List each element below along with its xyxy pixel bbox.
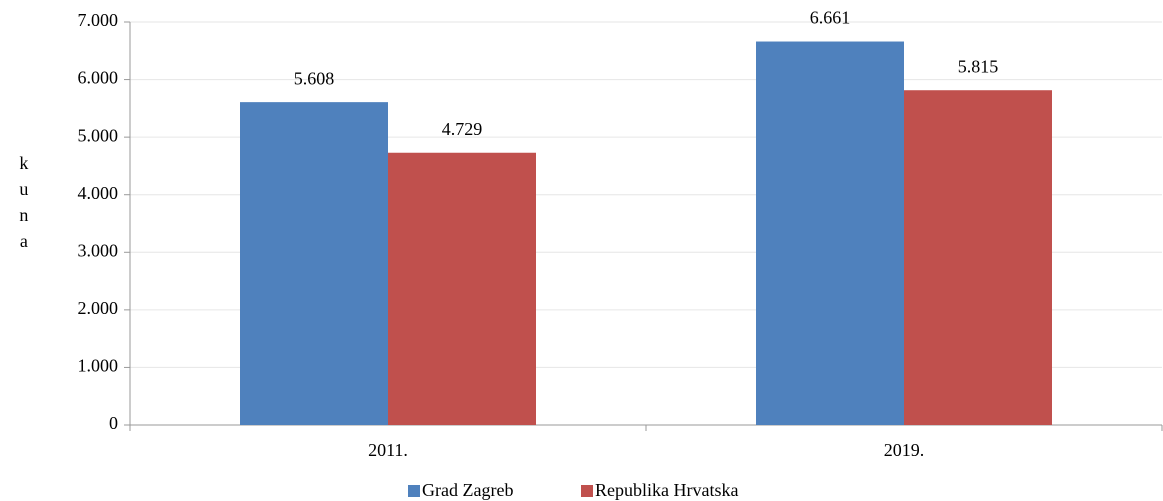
y-tick-label: 3.000 bbox=[78, 240, 119, 260]
legend-label: Republika Hrvatska bbox=[595, 480, 738, 500]
bar bbox=[904, 90, 1052, 426]
y-tick-label: 5.000 bbox=[78, 125, 119, 145]
data-label: 6.661 bbox=[810, 8, 851, 28]
legend-swatch bbox=[408, 485, 420, 497]
y-tick-label: 7.000 bbox=[78, 10, 119, 30]
data-label: 4.729 bbox=[442, 119, 483, 139]
y-tick-label: 2.000 bbox=[78, 298, 119, 318]
data-label: 5.815 bbox=[958, 56, 999, 76]
bar bbox=[240, 102, 388, 425]
y-tick-label: 6.000 bbox=[78, 68, 119, 88]
bar bbox=[756, 41, 904, 425]
x-tick-label: 2019. bbox=[884, 440, 925, 460]
legend-label: Grad Zagreb bbox=[422, 480, 513, 500]
legend-swatch bbox=[581, 485, 593, 497]
y-tick-label: 1.000 bbox=[78, 356, 119, 376]
y-axis-label: kuna bbox=[14, 153, 34, 257]
data-label: 5.608 bbox=[294, 68, 335, 88]
y-tick-label: 0 bbox=[109, 413, 118, 433]
bar bbox=[388, 152, 536, 425]
y-tick-label: 4.000 bbox=[78, 183, 119, 203]
x-tick-label: 2011. bbox=[368, 440, 408, 460]
